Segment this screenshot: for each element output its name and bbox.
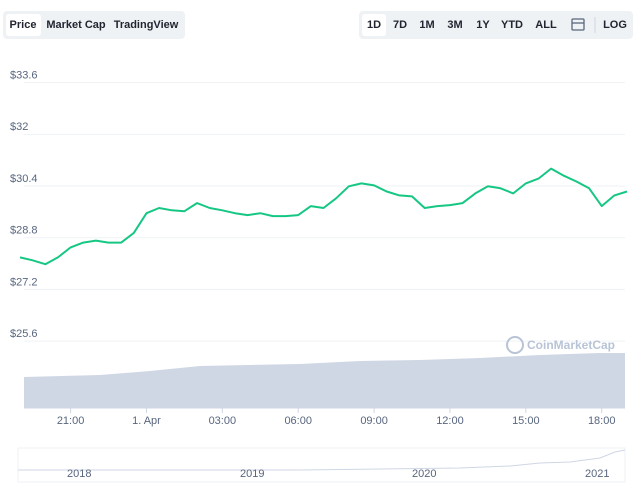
x-tick-label: 03:00 — [209, 415, 237, 427]
x-tick-label: 21:00 — [57, 415, 85, 427]
y-tick-label: $28.8 — [10, 225, 38, 237]
navigator-label: 2020 — [412, 468, 436, 480]
log-button[interactable]: LOG — [603, 19, 627, 31]
y-tick-label: $33.6 — [10, 70, 38, 82]
navigator-label: 2019 — [240, 468, 264, 480]
range-button[interactable]: 7D — [393, 19, 407, 31]
range-button[interactable]: YTD — [501, 19, 523, 31]
y-tick-label: $32 — [10, 121, 28, 133]
watermark-icon — [506, 336, 524, 354]
navigator-label: 2021 — [585, 468, 609, 480]
x-tick-label: 09:00 — [360, 415, 388, 427]
navigator — [17, 447, 626, 483]
navigator-line — [18, 449, 626, 471]
x-tick-label: 15:00 — [512, 415, 540, 427]
range-group — [359, 11, 633, 39]
tab-active — [6, 14, 41, 36]
tab-group — [3, 11, 185, 39]
range-button[interactable]: 1M — [419, 19, 434, 31]
tab[interactable]: Price — [10, 19, 37, 31]
range-button[interactable]: 1Y — [476, 19, 490, 31]
y-tick-label: $30.4 — [10, 173, 38, 185]
y-tick-label: $25.6 — [10, 328, 38, 340]
y-tick-label: $27.2 — [10, 276, 38, 288]
x-tick-label: 06:00 — [284, 415, 312, 427]
x-tick-label: 1. Apr — [132, 415, 161, 427]
range-button[interactable]: ALL — [535, 19, 557, 31]
range-active — [362, 14, 386, 36]
range-button[interactable]: 1D — [367, 19, 381, 31]
range-button[interactable]: 3M — [447, 19, 462, 31]
x-tick-label: 12:00 — [436, 415, 464, 427]
navigator-label: 2018 — [67, 468, 91, 480]
tab[interactable]: TradingView — [114, 19, 179, 31]
calendar-icon[interactable] — [571, 18, 585, 31]
price-line — [19, 167, 628, 266]
volume-area — [24, 353, 625, 408]
x-tick-label: 18:00 — [588, 415, 616, 427]
tab[interactable]: Market Cap — [46, 19, 106, 31]
watermark: CoinMarketCap — [527, 338, 615, 352]
